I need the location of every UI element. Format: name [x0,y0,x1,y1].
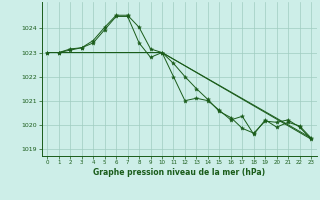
X-axis label: Graphe pression niveau de la mer (hPa): Graphe pression niveau de la mer (hPa) [93,168,265,177]
